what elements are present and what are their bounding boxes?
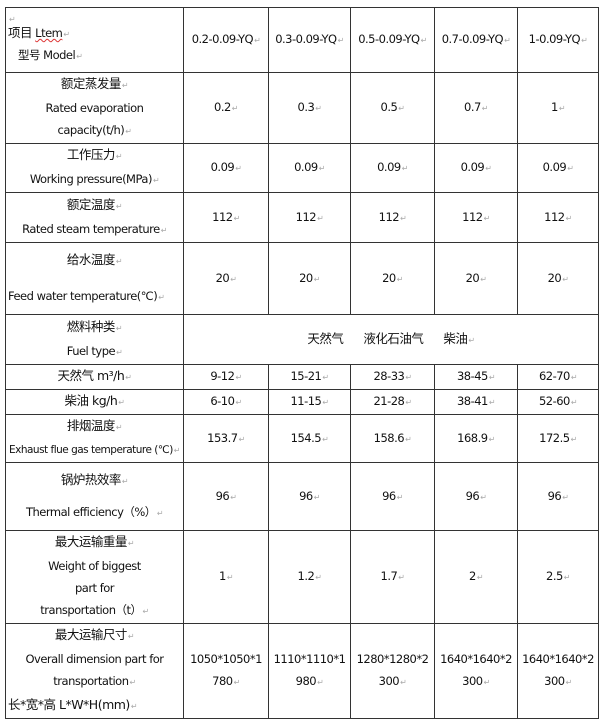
value-cell: 153.7 <box>183 414 269 463</box>
value-cell: 112 <box>183 192 269 243</box>
value-cell: 28-33 <box>350 364 435 390</box>
value-cell: 96 <box>517 462 599 531</box>
table-row: 额定蒸发量Rated evaporation capacity(t/h) 0.2… <box>5 72 599 144</box>
value-cell: 1640*1640*2 300 <box>434 623 518 719</box>
row-label: 最大运输重量Weight of biggest part for transpo… <box>5 530 184 624</box>
value-cell: 20 <box>350 242 435 315</box>
value-cell: 112 <box>434 192 518 243</box>
model-cell: 0.2-0.09-YQ <box>183 7 269 73</box>
item-label-cn: 项目 <box>8 25 33 40</box>
value-cell: 0.09 <box>183 143 269 193</box>
value-cell: 96 <box>350 462 435 531</box>
value-cell: 1050*1050*1 780 <box>183 623 269 719</box>
value-cell: 15-21 <box>268 364 351 390</box>
value-cell: 96 <box>268 462 351 531</box>
model-cell: 0.5-0.09-YQ <box>350 7 435 73</box>
value-cell: 38-41 <box>434 389 518 415</box>
table-row: 给水温度Feed water temperature(℃) 20 20 20 2… <box>5 242 599 315</box>
value-cell: 52-60 <box>517 389 599 415</box>
value-cell: 1110*1110*1 980 <box>268 623 351 719</box>
value-cell: 6-10 <box>183 389 269 415</box>
value-cell: 1.2 <box>268 530 351 624</box>
value-cell: 38-45 <box>434 364 518 390</box>
value-cell: 168.9 <box>434 414 518 463</box>
row-label: 燃料种类Fuel type <box>5 314 184 365</box>
value-cell: 2 <box>434 530 518 624</box>
row-label: 最大运输尺寸 Overall dimension part for transp… <box>5 623 184 719</box>
row-label: 锅炉热效率Thermal efficiency（%） <box>5 462 184 531</box>
fuel-types-cell: 天然气 液化石油气 柴油 <box>183 314 599 365</box>
value-cell: 112 <box>350 192 435 243</box>
row-label: 额定温度Rated steam temperature <box>5 192 184 243</box>
table-row: 天然气 m³/h 9-12 15-21 28-33 38-45 62-70 <box>5 364 599 390</box>
value-cell: 11-15 <box>268 389 351 415</box>
value-cell: 0.2 <box>183 72 269 144</box>
item-label-en: Ltem <box>35 26 63 40</box>
table-row: 工作压力Working pressure(MPa) 0.09 0.09 0.09… <box>5 143 599 193</box>
table-row: 最大运输重量Weight of biggest part for transpo… <box>5 530 599 624</box>
value-cell: 1640*1640*2 300 <box>517 623 599 719</box>
value-cell: 0.7 <box>434 72 518 144</box>
value-cell: 20 <box>517 242 599 315</box>
table-row: 柴油 kg/h 6-10 11-15 21-28 38-41 52-60 <box>5 389 599 415</box>
value-cell: 112 <box>517 192 599 243</box>
value-cell: 0.3 <box>268 72 351 144</box>
value-cell: 21-28 <box>350 389 435 415</box>
value-cell: 9-12 <box>183 364 269 390</box>
value-cell: 1280*1280*2 300 <box>350 623 435 719</box>
value-cell: 158.6 <box>350 414 435 463</box>
value-cell: 1 <box>517 72 599 144</box>
row-label: 天然气 m³/h <box>5 364 184 390</box>
value-cell: 62-70 <box>517 364 599 390</box>
model-cell: 0.7-0.09-YQ <box>434 7 518 73</box>
value-cell: 0.09 <box>268 143 351 193</box>
value-cell: 112 <box>268 192 351 243</box>
value-cell: 96 <box>434 462 518 531</box>
value-cell: 1.7 <box>350 530 435 624</box>
value-cell: 154.5 <box>268 414 351 463</box>
model-cell: 0.3-0.09-YQ <box>268 7 351 73</box>
table-row: 额定温度Rated steam temperature 112 112 112 … <box>5 192 599 243</box>
table-row-header: 项目 Ltem 型号 Model 0.2-0.09-YQ 0.3-0.09-YQ… <box>5 7 599 73</box>
spec-table: 项目 Ltem 型号 Model 0.2-0.09-YQ 0.3-0.09-YQ… <box>5 7 599 719</box>
row-label: 排烟温度Exhaust flue gas temperature (℃) <box>5 414 184 463</box>
header-label-cell: 项目 Ltem 型号 Model <box>5 7 184 73</box>
row-label: 柴油 kg/h <box>5 389 184 415</box>
value-cell: 96 <box>183 462 269 531</box>
table-row: 排烟温度Exhaust flue gas temperature (℃) 153… <box>5 414 599 463</box>
value-cell: 0.09 <box>434 143 518 193</box>
value-cell: 0.5 <box>350 72 435 144</box>
value-cell: 172.5 <box>517 414 599 463</box>
row-label: 给水温度Feed water temperature(℃) <box>5 242 184 315</box>
value-cell: 0.09 <box>517 143 599 193</box>
value-cell: 0.09 <box>350 143 435 193</box>
model-cell: 1-0.09-YQ <box>517 7 599 73</box>
model-label: 型号 Model <box>18 48 76 62</box>
row-label: 工作压力Working pressure(MPa) <box>5 143 184 193</box>
value-cell: 20 <box>434 242 518 315</box>
value-cell: 20 <box>268 242 351 315</box>
value-cell: 1 <box>183 530 269 624</box>
value-cell: 2.5 <box>517 530 599 624</box>
table-row: 最大运输尺寸 Overall dimension part for transp… <box>5 623 599 719</box>
row-label: 额定蒸发量Rated evaporation capacity(t/h) <box>5 72 184 144</box>
value-cell: 20 <box>183 242 269 315</box>
table-row: 锅炉热效率Thermal efficiency（%） 96 96 96 96 9… <box>5 462 599 531</box>
